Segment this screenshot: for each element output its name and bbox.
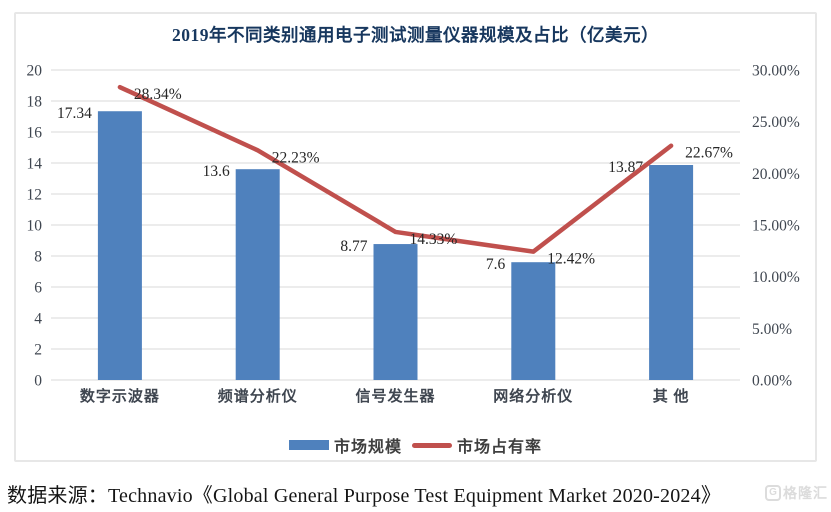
line-value-label: 14.33% [410, 231, 458, 248]
y-axis-left-tick: 8 [34, 249, 42, 266]
gelonghui-logo-icon: G [765, 485, 781, 501]
legend-item-market-share: 市场占有率 [412, 433, 542, 457]
bar-value-label: 13.6 [203, 163, 230, 180]
y-axis-right-tick: 15.00% [752, 218, 800, 235]
y-axis-left-tick: 14 [27, 156, 43, 173]
y-axis-left-tick: 10 [27, 218, 43, 235]
y-axis-right-tick: 0.00% [752, 373, 792, 390]
bar-信号发生器 [373, 244, 418, 380]
bar-网络分析仪 [511, 262, 556, 380]
gelonghui-watermark: G 格隆汇 [765, 483, 828, 503]
gelonghui-logo-text: 格隆汇 [783, 485, 828, 501]
line-value-label: 22.67% [685, 145, 733, 162]
bar-value-label: 7.6 [486, 256, 506, 273]
legend-bar-swatch [288, 440, 329, 450]
legend-line-label: 市场占有率 [457, 439, 543, 456]
bar-value-label: 8.77 [340, 238, 367, 255]
market-share-line [117, 84, 674, 254]
bar-数字示波器 [97, 111, 142, 381]
line-value-label: 28.34% [134, 86, 182, 103]
legend-item-market-size: 市场规模 [288, 433, 402, 457]
y-axis-left-tick: 6 [34, 280, 42, 297]
y-axis-left-tick: 0 [34, 373, 42, 390]
chart-plot-area: 0 2 4 6 8 10 12 14 16 18 20 0.00% 5.00% 10.00% 15.00% 2… [27, 63, 800, 406]
line-value-label: 12.42% [547, 251, 595, 268]
category-label: 数字示波器 [80, 387, 160, 405]
y-axis-left-tick: 4 [34, 311, 42, 328]
category-label: 网络分析仪 [493, 387, 573, 405]
bar-其 他 [649, 165, 694, 380]
y-axis-right-tick: 25.00% [752, 114, 800, 131]
y-axis-right-tick: 5.00% [752, 321, 792, 338]
category-label: 频谱分析仪 [218, 387, 298, 405]
y-axis-right-tick: 20.00% [752, 166, 800, 183]
y-axis-left-tick: 12 [27, 187, 43, 204]
chart-container: 2019年不同类别通用电子测试测量仪器规模及占比（亿美元） 0 2 4 6 8 10 12 1… [14, 12, 817, 462]
legend-bar-label: 市场规模 [333, 439, 402, 456]
legend-line-swatch [412, 442, 452, 448]
bar-频谱分析仪 [235, 169, 280, 380]
data-source-text: 数据来源：Technavio《Global General Purpose Te… [7, 485, 722, 507]
y-axis-left-tick: 2 [34, 342, 42, 359]
y-axis-left-tick: 18 [27, 94, 43, 111]
chart-legend: 市场规模 市场占有率 [16, 434, 815, 456]
y-axis-left-tick: 16 [27, 125, 43, 142]
chart-title: 2019年不同类别通用电子测试测量仪器规模及占比（亿美元） [172, 25, 659, 45]
line-value-label: 22.23% [272, 149, 320, 166]
y-axis-right-tick: 10.00% [752, 269, 800, 286]
y-axis-right-tick: 30.00% [752, 63, 800, 80]
y-axis-left-tick: 20 [27, 63, 43, 80]
category-label: 信号发生器 [355, 387, 435, 405]
category-label: 其 他 [653, 387, 690, 405]
bar-value-label: 17.34 [57, 105, 92, 122]
